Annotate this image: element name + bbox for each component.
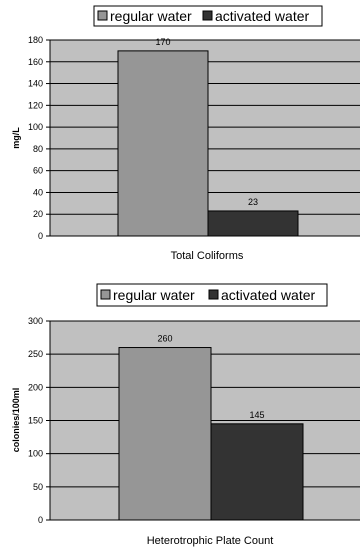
y-tick-label: 180 [28, 35, 43, 45]
data-labels: 170 23 [155, 37, 258, 207]
y-tick-label: 250 [28, 349, 43, 359]
y-axis-label: mg/L [11, 127, 21, 149]
y-tick-label: 200 [28, 382, 43, 392]
y-tick-label: 20 [33, 209, 43, 219]
data-label: 23 [248, 197, 258, 207]
bars [117, 50, 299, 237]
legend-swatch-regular-water [97, 10, 108, 21]
legend-chart-2: regular water activated water [96, 283, 328, 307]
legend-label-regular-water: regular water [113, 287, 195, 303]
y-tick-label: 140 [28, 79, 43, 89]
data-label: 260 [157, 334, 172, 344]
y-axis-ticks: 0 50 100 150 200 250 300 [28, 316, 50, 525]
legend-label-regular-water: regular water [110, 8, 192, 24]
bar-regular-water [117, 50, 209, 237]
y-axis-ticks: 0 20 40 60 80 100 120 140 160 180 [28, 35, 50, 241]
y-tick-label: 80 [33, 144, 43, 154]
bar-regular-water [118, 347, 212, 521]
y-tick-label: 50 [33, 482, 43, 492]
chart-heterotrophic-plate-count: regular water activated water colonies/1… [11, 283, 360, 547]
data-label: 145 [249, 410, 264, 420]
legend-chart-1: regular water activated water [93, 5, 323, 27]
legend-label-activated-water: activated water [221, 287, 315, 303]
legend-swatch-activated-water [208, 289, 219, 300]
bar-activated-water [207, 210, 299, 237]
y-tick-label: 160 [28, 57, 43, 67]
bar-activated-water [210, 423, 304, 521]
chart-total-coliforms: regular water activated water mg/L 0 20 40… [11, 5, 360, 262]
x-category-label: Total Coliforms [171, 250, 244, 262]
data-label: 170 [155, 37, 170, 47]
legend-label-activated-water: activated water [215, 8, 309, 24]
data-labels: 260 145 [157, 334, 264, 420]
legend-swatch-regular-water [100, 289, 111, 300]
y-tick-label: 120 [28, 100, 43, 110]
legend-swatch-activated-water [202, 10, 213, 21]
y-tick-label: 150 [28, 416, 43, 426]
y-tick-label: 40 [33, 187, 43, 197]
y-tick-label: 100 [28, 449, 43, 459]
y-axis-label: colonies/100ml [11, 388, 21, 453]
x-category-label: Heterotrophic Plate Count [147, 535, 274, 547]
y-tick-label: 0 [38, 515, 43, 525]
y-tick-label: 100 [28, 122, 43, 132]
bars [118, 347, 304, 521]
y-tick-label: 0 [38, 231, 43, 241]
y-tick-label: 60 [33, 166, 43, 176]
y-tick-label: 300 [28, 316, 43, 326]
